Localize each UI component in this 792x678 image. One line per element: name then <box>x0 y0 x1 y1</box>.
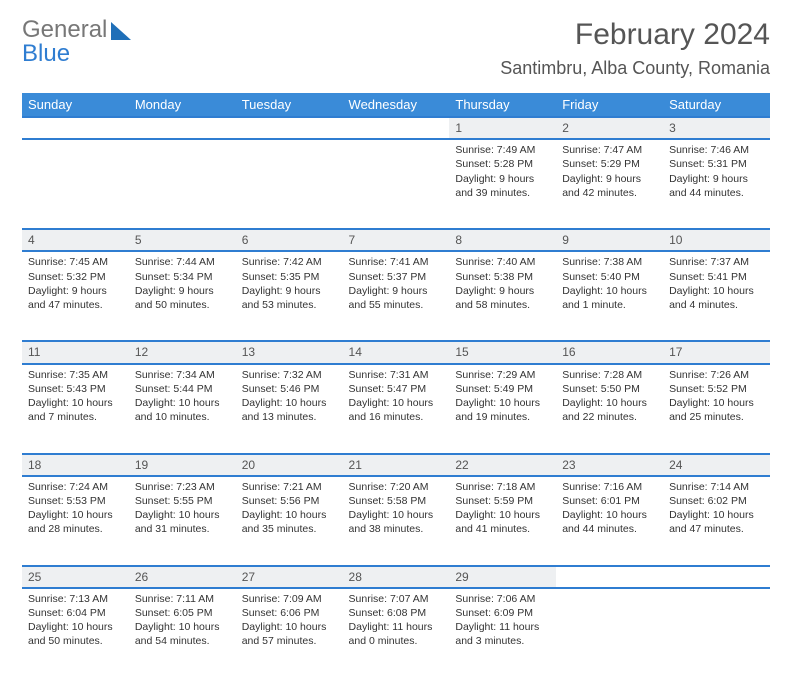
day-cell: Sunrise: 7:26 AM Sunset: 5:52 PM Dayligh… <box>663 364 770 454</box>
sail-icon <box>111 22 131 40</box>
day-number: 8 <box>449 229 556 251</box>
day-cell: Sunrise: 7:13 AM Sunset: 6:04 PM Dayligh… <box>22 588 129 678</box>
day-cell: Sunrise: 7:20 AM Sunset: 5:58 PM Dayligh… <box>343 476 450 566</box>
day-cell: Sunrise: 7:29 AM Sunset: 5:49 PM Dayligh… <box>449 364 556 454</box>
weekday-col: Thursday <box>449 93 556 117</box>
info-row: Sunrise: 7:45 AM Sunset: 5:32 PM Dayligh… <box>22 251 770 341</box>
daynum-row: 2526272829 <box>22 566 770 588</box>
day-number: 27 <box>236 566 343 588</box>
day-number: 6 <box>236 229 343 251</box>
day-cell: Sunrise: 7:11 AM Sunset: 6:05 PM Dayligh… <box>129 588 236 678</box>
day-cell: Sunrise: 7:21 AM Sunset: 5:56 PM Dayligh… <box>236 476 343 566</box>
day-cell: Sunrise: 7:42 AM Sunset: 5:35 PM Dayligh… <box>236 251 343 341</box>
day-number: 28 <box>343 566 450 588</box>
daynum-row: 11121314151617 <box>22 341 770 363</box>
day-number: 20 <box>236 454 343 476</box>
day-cell: Sunrise: 7:37 AM Sunset: 5:41 PM Dayligh… <box>663 251 770 341</box>
day-number: 9 <box>556 229 663 251</box>
day-number: 7 <box>343 229 450 251</box>
day-number: 23 <box>556 454 663 476</box>
day-cell <box>343 139 450 229</box>
day-cell: Sunrise: 7:46 AM Sunset: 5:31 PM Dayligh… <box>663 139 770 229</box>
day-cell: Sunrise: 7:49 AM Sunset: 5:28 PM Dayligh… <box>449 139 556 229</box>
day-cell <box>663 588 770 678</box>
brand-word1: General <box>22 18 107 42</box>
day-cell: Sunrise: 7:16 AM Sunset: 6:01 PM Dayligh… <box>556 476 663 566</box>
title-block: February 2024 Santimbru, Alba County, Ro… <box>500 18 770 79</box>
day-cell: Sunrise: 7:45 AM Sunset: 5:32 PM Dayligh… <box>22 251 129 341</box>
day-cell <box>236 139 343 229</box>
day-cell: Sunrise: 7:34 AM Sunset: 5:44 PM Dayligh… <box>129 364 236 454</box>
calendar-table: Sunday Monday Tuesday Wednesday Thursday… <box>22 93 770 678</box>
day-cell: Sunrise: 7:32 AM Sunset: 5:46 PM Dayligh… <box>236 364 343 454</box>
info-row: Sunrise: 7:24 AM Sunset: 5:53 PM Dayligh… <box>22 476 770 566</box>
weekday-col: Tuesday <box>236 93 343 117</box>
day-cell: Sunrise: 7:09 AM Sunset: 6:06 PM Dayligh… <box>236 588 343 678</box>
day-number: 2 <box>556 117 663 139</box>
daynum-row: 123 <box>22 117 770 139</box>
day-cell <box>556 588 663 678</box>
day-number: 29 <box>449 566 556 588</box>
day-cell: Sunrise: 7:38 AM Sunset: 5:40 PM Dayligh… <box>556 251 663 341</box>
day-number: 24 <box>663 454 770 476</box>
day-number <box>663 566 770 588</box>
brand-word2: Blue <box>22 42 131 66</box>
daynum-row: 18192021222324 <box>22 454 770 476</box>
info-row: Sunrise: 7:49 AM Sunset: 5:28 PM Dayligh… <box>22 139 770 229</box>
day-cell <box>22 139 129 229</box>
day-number: 4 <box>22 229 129 251</box>
day-number: 13 <box>236 341 343 363</box>
day-cell: Sunrise: 7:44 AM Sunset: 5:34 PM Dayligh… <box>129 251 236 341</box>
weekday-col: Wednesday <box>343 93 450 117</box>
location-subtitle: Santimbru, Alba County, Romania <box>500 58 770 79</box>
day-cell: Sunrise: 7:28 AM Sunset: 5:50 PM Dayligh… <box>556 364 663 454</box>
weekday-col: Monday <box>129 93 236 117</box>
day-cell: Sunrise: 7:07 AM Sunset: 6:08 PM Dayligh… <box>343 588 450 678</box>
day-cell: Sunrise: 7:31 AM Sunset: 5:47 PM Dayligh… <box>343 364 450 454</box>
day-number: 16 <box>556 341 663 363</box>
day-number: 21 <box>343 454 450 476</box>
header: General Blue February 2024 Santimbru, Al… <box>22 18 770 79</box>
weekday-col: Saturday <box>663 93 770 117</box>
day-number: 17 <box>663 341 770 363</box>
day-number: 12 <box>129 341 236 363</box>
info-row: Sunrise: 7:35 AM Sunset: 5:43 PM Dayligh… <box>22 364 770 454</box>
daynum-row: 45678910 <box>22 229 770 251</box>
day-cell: Sunrise: 7:35 AM Sunset: 5:43 PM Dayligh… <box>22 364 129 454</box>
day-cell: Sunrise: 7:18 AM Sunset: 5:59 PM Dayligh… <box>449 476 556 566</box>
day-cell: Sunrise: 7:41 AM Sunset: 5:37 PM Dayligh… <box>343 251 450 341</box>
day-number: 11 <box>22 341 129 363</box>
day-cell <box>129 139 236 229</box>
day-number: 22 <box>449 454 556 476</box>
day-number: 18 <box>22 454 129 476</box>
day-number: 26 <box>129 566 236 588</box>
weekday-col: Sunday <box>22 93 129 117</box>
day-number <box>22 117 129 139</box>
day-cell: Sunrise: 7:14 AM Sunset: 6:02 PM Dayligh… <box>663 476 770 566</box>
weekday-header-row: Sunday Monday Tuesday Wednesday Thursday… <box>22 93 770 117</box>
day-number: 15 <box>449 341 556 363</box>
day-number <box>343 117 450 139</box>
day-number: 1 <box>449 117 556 139</box>
day-number: 14 <box>343 341 450 363</box>
day-number: 10 <box>663 229 770 251</box>
day-number: 19 <box>129 454 236 476</box>
brand-logo: General Blue <box>22 18 131 66</box>
day-cell: Sunrise: 7:23 AM Sunset: 5:55 PM Dayligh… <box>129 476 236 566</box>
page-title: February 2024 <box>500 18 770 52</box>
day-cell: Sunrise: 7:24 AM Sunset: 5:53 PM Dayligh… <box>22 476 129 566</box>
day-number <box>556 566 663 588</box>
day-cell: Sunrise: 7:06 AM Sunset: 6:09 PM Dayligh… <box>449 588 556 678</box>
day-number: 25 <box>22 566 129 588</box>
day-cell: Sunrise: 7:40 AM Sunset: 5:38 PM Dayligh… <box>449 251 556 341</box>
day-number: 5 <box>129 229 236 251</box>
weekday-col: Friday <box>556 93 663 117</box>
info-row: Sunrise: 7:13 AM Sunset: 6:04 PM Dayligh… <box>22 588 770 678</box>
day-number: 3 <box>663 117 770 139</box>
day-number <box>129 117 236 139</box>
day-cell: Sunrise: 7:47 AM Sunset: 5:29 PM Dayligh… <box>556 139 663 229</box>
day-number <box>236 117 343 139</box>
